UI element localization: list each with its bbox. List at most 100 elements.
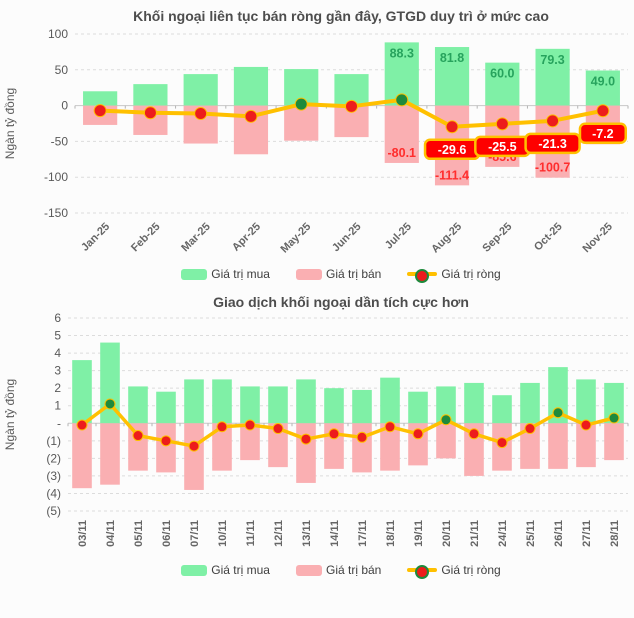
- y-tick-label: -50: [51, 134, 69, 148]
- y-tick-label: 50: [55, 63, 69, 77]
- x-tick-label: 13/11: [301, 520, 313, 547]
- buy-bar: [184, 379, 204, 424]
- x-tick-label: 06/11: [161, 520, 173, 547]
- buy-bar: [434, 47, 470, 106]
- buy-bar: [485, 62, 520, 106]
- legend-label: Giá trị ròng: [441, 563, 501, 577]
- legend-label: Giá trị ròng: [441, 267, 501, 281]
- net-value-badge-text: -25.5: [488, 140, 517, 154]
- buy-bar: [464, 382, 484, 424]
- x-tick-label: Feb-25: [129, 221, 163, 255]
- x-tick-label: 12/11: [273, 520, 285, 547]
- net-dot-negative: [496, 437, 508, 449]
- net-line-marker-icon: [407, 269, 438, 283]
- sell-bar: [384, 105, 419, 163]
- net-dot-icon: [415, 565, 430, 579]
- sell-bar: [284, 105, 319, 141]
- net-dot-negative: [216, 421, 228, 433]
- net-dot-negative: [546, 114, 560, 128]
- y-tick-label: 100: [48, 27, 68, 41]
- x-tick-label: 07/11: [189, 520, 201, 547]
- x-tick-label: 17/11: [357, 520, 369, 547]
- buy-value-label: 49.0: [591, 75, 615, 89]
- y-tick-label: 3: [54, 364, 61, 378]
- x-tick-label: May-25: [278, 221, 313, 256]
- legend-item-buy: Giá trị mua: [181, 267, 270, 281]
- sell-bar: [520, 423, 540, 469]
- x-tick-label: 24/11: [497, 520, 509, 547]
- net-dot-negative: [412, 428, 424, 440]
- net-dot-positive: [552, 407, 564, 419]
- buy-bar: [408, 391, 428, 424]
- net-dot-negative: [345, 99, 358, 113]
- x-tick-label: 18/11: [385, 520, 397, 547]
- buy-bar: [296, 379, 316, 424]
- buy-value-label: 60.0: [490, 67, 514, 81]
- x-tick-label: Jan-25: [79, 221, 112, 254]
- sell-bar: [352, 423, 372, 473]
- net-dot-icon: [415, 269, 430, 283]
- legend-item-buy: Giá trị mua: [181, 563, 270, 577]
- y-tick-label: (4): [46, 486, 61, 500]
- y-tick-label: 6: [54, 312, 61, 325]
- x-tick-label: Sep-25: [480, 221, 514, 255]
- monthly-chart-legend: Giá trị mua Giá trị bán Giá trị ròng: [0, 264, 634, 284]
- net-value-badge-text: -21.3: [538, 137, 567, 151]
- buy-bars: [72, 342, 624, 424]
- net-dot-negative: [445, 120, 459, 134]
- net-dot-negative: [468, 428, 480, 440]
- sell-value-label: -100.7: [535, 161, 570, 175]
- sell-bar: [296, 423, 316, 483]
- x-tick-label: 11/11: [245, 520, 257, 546]
- net-dot-negative: [244, 419, 256, 431]
- y-tick-label: (3): [46, 469, 61, 483]
- buy-bar: [128, 386, 148, 424]
- net-dot-negative: [76, 419, 88, 431]
- net-dot-negative: [596, 104, 610, 118]
- sell-bar: [100, 423, 120, 485]
- x-tick-label: 26/11: [553, 520, 565, 547]
- sell-bar: [548, 423, 568, 469]
- net-line-marker-icon: [407, 565, 438, 579]
- x-tick-label: Aug-25: [429, 221, 464, 256]
- net-dot-negative: [300, 433, 312, 445]
- buy-bar: [520, 382, 540, 424]
- legend-label: Giá trị bán: [325, 267, 382, 281]
- net-dot-positive: [440, 414, 452, 426]
- net-value-badge: [524, 132, 581, 155]
- sell-bar: [576, 423, 596, 468]
- buy-bar: [585, 70, 620, 106]
- x-tick-label: Nov-25: [581, 221, 615, 255]
- y-tick-label: (2): [46, 451, 61, 465]
- buy-value-label: 79.3: [540, 53, 564, 67]
- net-dot-negative: [384, 421, 396, 433]
- sell-bar: [212, 423, 232, 471]
- x-tick-label: Apr-25: [230, 221, 263, 254]
- section-monthly-foreign-flow: Khối ngoại liên tục bán ròng gần đây, GT…: [0, 6, 634, 284]
- net-dot-negative: [93, 104, 107, 118]
- sell-value-label: -80.1: [388, 146, 417, 160]
- x-tick-label: Jul-25: [383, 221, 414, 252]
- x-tick-label: 03/11: [77, 520, 89, 547]
- gridlines: [67, 317, 629, 512]
- y-tick-label: 2: [54, 381, 61, 395]
- net-dot-negative: [244, 109, 258, 123]
- legend-item-net: Giá trị ròng: [407, 563, 501, 579]
- buy-bar: [352, 389, 372, 424]
- net-dot-negative: [580, 419, 592, 431]
- legend-item-net: Giá trị ròng: [407, 267, 501, 283]
- sell-bar: [72, 423, 92, 489]
- daily-chart-legend: Giá trị mua Giá trị bán Giá trị ròng: [0, 560, 634, 580]
- x-tick-label: 20/11: [441, 520, 453, 547]
- y-tick-label: -150: [44, 206, 68, 220]
- x-tick-label: 21/11: [469, 520, 481, 547]
- net-value-badge: [578, 122, 628, 145]
- y-tick-label: 1: [54, 399, 61, 413]
- buy-bar: [240, 386, 260, 424]
- net-dot-negative: [188, 440, 200, 452]
- buy-bar: [83, 91, 118, 106]
- net-dot-positive: [395, 93, 409, 107]
- sell-bar: [240, 423, 260, 461]
- net-dot-negative: [160, 435, 172, 447]
- net-dot-negative: [328, 428, 340, 440]
